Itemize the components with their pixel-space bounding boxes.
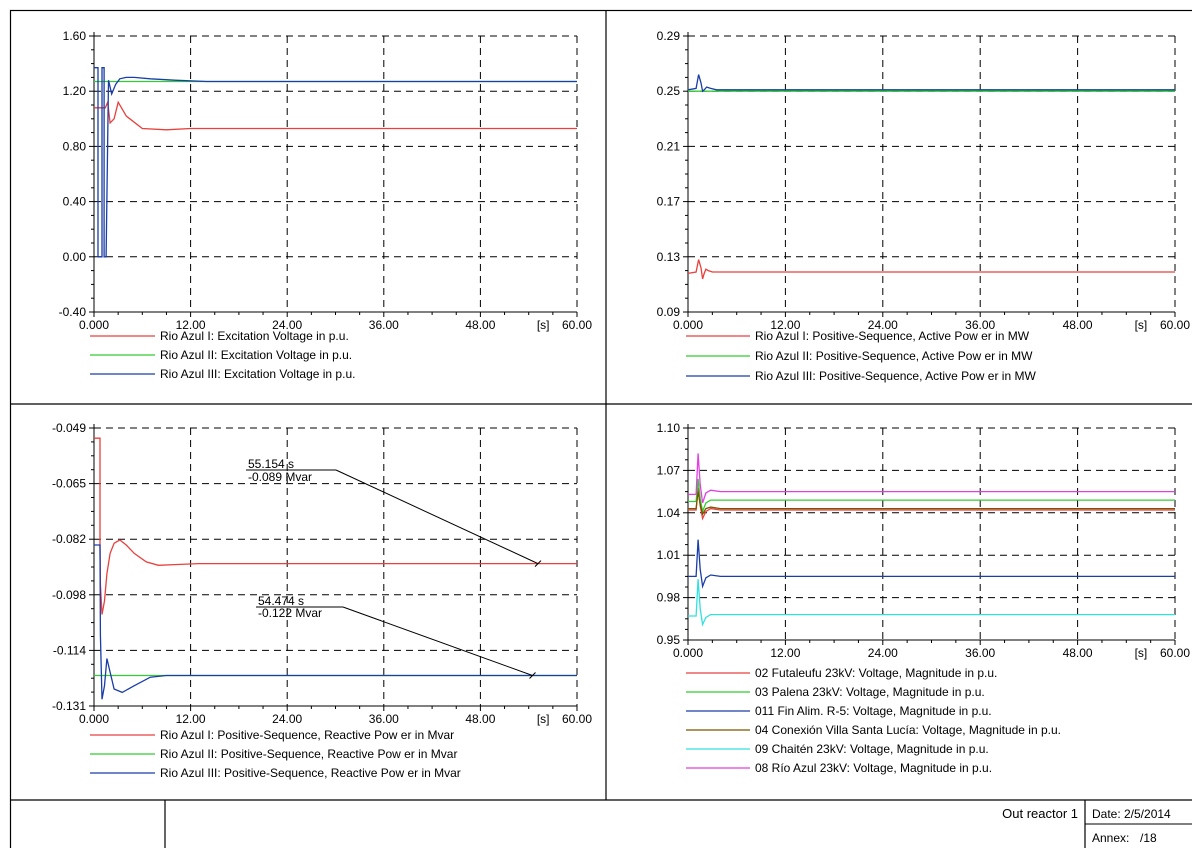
y-tick-label: 1.07 [657,463,681,477]
legend-label: Rio Azul III: Positive-Sequence, Active … [755,369,1036,383]
plot-bus-voltage: 1.10 1.07 1.04 1.01 0.98 0.950.000 12.00 24.00 3… [657,421,1191,775]
legend-label: 08 Río Azul 23kV: Voltage, Magnitude in … [755,761,992,775]
y-tick-label: 0.95 [657,633,681,647]
x-unit-label: [s] [1135,318,1148,332]
x-tick-label: 48.00 [1063,318,1093,332]
plot-reactive-power: -0.049 -0.065 -0.082 -0.098 -0.114 -0.1310.00… [52,421,592,780]
series-line [688,260,1175,279]
x-tick-label: 0.000 [79,318,109,332]
plot-excitation-voltage: 1.60 1.20 0.80 0.40 0.00 -0.400.000 12.00 24.00… [59,29,593,381]
x-tick-label: 60.00 [562,318,592,332]
y-tick-label: -0.114 [53,643,86,657]
y-tick-label: -0.098 [52,588,86,602]
x-tick-label: 12.00 [770,646,800,660]
footer-annex-label: Annex: [1092,831,1129,845]
x-tick-label: 12.00 [176,712,206,726]
series-line [688,579,1175,624]
legend-label: 04 Conexión Villa Santa Lucía: Voltage, … [755,723,1061,737]
footer-title: Out reactor 1 [1002,806,1078,821]
y-tick-label: 0.13 [657,250,681,264]
y-tick-label: 0.80 [63,139,87,153]
annotation: 54.474 s-0.122 Mvar [256,594,536,678]
series-line [94,102,577,130]
footer-annex: /18 [1140,831,1157,845]
series-line [688,75,1175,92]
legend-label: Rio Azul III: Positive-Sequence, Reactiv… [160,766,461,780]
grid [688,36,1175,312]
y-tick-label: 1.20 [63,84,87,98]
footer-date-label: Date: [1092,807,1121,821]
x-tick-label: 48.00 [465,712,495,726]
grid [94,36,577,312]
y-tick-label: -0.40 [59,305,87,319]
y-tick-label: 0.25 [657,84,681,98]
legend-label: 03 Palena 23kV: Voltage, Magnitude in p.… [755,685,985,699]
x-tick-label: 48.00 [1063,646,1093,660]
title-block: Out reactor 1 Date: 2/5/2014 Annex: /18 [165,800,1192,848]
y-tick-label: 0.09 [657,305,681,319]
annotation-time: 55.154 s [248,457,294,471]
series-line [688,453,1175,503]
series-line [94,68,577,257]
annotation-value: -0.089 Mvar [248,470,312,484]
x-tick-label: 60.00 [1160,318,1190,332]
x-tick-label: 36.00 [965,646,995,660]
y-tick-label: -0.065 [52,477,86,491]
series-line [94,545,577,699]
legend-label: Rio Azul II: Excitation Voltage in p.u. [160,348,352,362]
x-tick-label: 36.00 [369,318,399,332]
annotation-leader [343,607,533,675]
plot-active-power: 0.29 0.25 0.21 0.17 0.13 0.090.000 12.00 24.00 3… [657,29,1191,383]
x-tick-label: 48.00 [465,318,495,332]
legend-label: Rio Azul III: Excitation Voltage in p.u. [160,367,355,381]
x-tick-label: 24.00 [868,646,898,660]
legend-label: Rio Azul I: Positive-Sequence, Reactive … [160,728,454,742]
legend-label: 02 Futaleufu 23kV: Voltage, Magnitude in… [755,666,997,680]
x-unit-label: [s] [537,712,550,726]
legend-label: Rio Azul I: Excitation Voltage in p.u. [160,329,349,343]
legend-label: Rio Azul II: Positive-Sequence, Reactive… [160,747,457,761]
y-tick-label: 1.10 [657,421,681,435]
y-tick-label: 1.01 [657,548,681,562]
legend-label: Rio Azul I: Positive-Sequence, Active Po… [755,329,1030,343]
annotation-value: -0.122 Mvar [258,606,322,620]
x-tick-label: 0.000 [673,318,703,332]
legend-label: 09 Chaitén 23kV: Voltage, Magnitude in p… [755,742,989,756]
x-tick-label: 24.00 [272,712,302,726]
y-tick-label: 1.60 [63,29,87,43]
series-line [688,492,1175,515]
series-line [94,438,577,614]
y-tick-label: -0.131 [52,699,86,713]
x-tick-label: 60.00 [562,712,592,726]
series-line [688,540,1175,587]
y-tick-label: 0.17 [657,195,681,209]
y-tick-label: 0.00 [63,250,87,264]
x-tick-label: 0.000 [79,712,109,726]
x-tick-label: 60.00 [1160,646,1190,660]
legend-label: Rio Azul II: Positive-Sequence, Active P… [755,349,1033,363]
y-tick-label: -0.082 [52,532,86,546]
y-tick-label: 0.40 [63,195,87,209]
y-tick-label: 0.98 [657,591,681,605]
x-tick-label: 0.000 [673,646,703,660]
series-line [688,479,1175,512]
x-unit-label: [s] [537,318,550,332]
y-tick-label: -0.049 [52,421,86,435]
footer-date: 2/5/2014 [1124,807,1171,821]
y-tick-label: 0.29 [657,29,681,43]
annotation: 55.154 s-0.089 Mvar [246,457,541,567]
y-tick-label: 1.04 [657,506,681,520]
x-unit-label: [s] [1135,646,1148,660]
grid [688,428,1175,640]
y-tick-label: 0.21 [657,139,681,153]
x-tick-label: 36.00 [369,712,399,726]
legend-label: 011 Fin Alim. R-5: Voltage, Magnitude in… [755,704,992,718]
